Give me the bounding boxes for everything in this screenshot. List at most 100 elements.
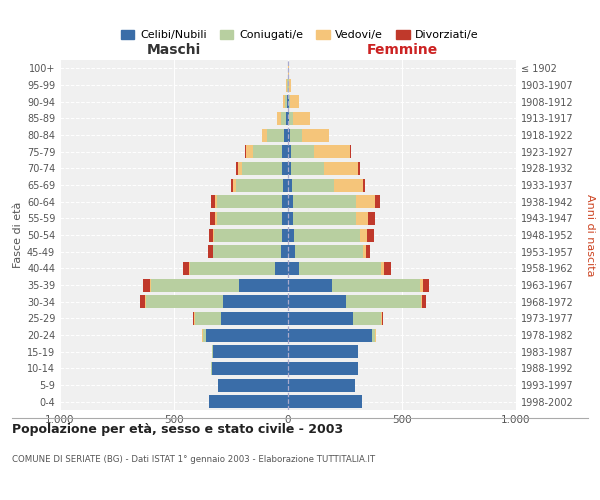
Bar [360,228,367,241]
Bar [214,228,281,241]
Bar [288,195,293,208]
Bar [221,312,288,325]
Bar [277,112,281,125]
Bar [202,328,203,342]
Bar [288,295,346,308]
Bar [194,312,221,325]
Bar [275,262,288,275]
Bar [267,128,284,141]
Bar [420,278,422,291]
Text: Femmine: Femmine [367,42,437,56]
Bar [288,278,332,291]
Bar [292,162,325,175]
Bar [288,345,358,358]
Bar [288,362,358,375]
Bar [346,295,421,308]
Bar [145,295,146,308]
Bar [288,145,292,158]
Bar [294,228,360,241]
Bar [233,178,236,192]
Bar [375,328,376,342]
Bar [253,145,281,158]
Bar [215,212,217,225]
Bar [325,162,358,175]
Bar [285,95,287,108]
Bar [288,262,299,275]
Bar [223,295,288,308]
Bar [218,378,288,392]
Bar [206,328,288,342]
Bar [350,145,352,158]
Bar [151,278,239,291]
Bar [236,162,238,175]
Bar [288,112,289,125]
Bar [217,195,281,208]
Bar [236,178,283,192]
Bar [288,312,353,325]
Bar [213,345,288,358]
Bar [287,95,288,108]
Bar [140,295,145,308]
Bar [283,178,288,192]
Bar [208,245,212,258]
Bar [288,178,292,192]
Bar [302,128,329,141]
Bar [288,128,290,141]
Bar [356,195,375,208]
Bar [262,128,267,141]
Bar [193,312,194,325]
Bar [384,262,391,275]
Bar [289,95,290,108]
Bar [239,278,288,291]
Bar [288,212,293,225]
Bar [212,245,214,258]
Bar [281,162,288,175]
Bar [281,145,288,158]
Bar [362,245,366,258]
Bar [293,212,356,225]
Bar [421,295,422,308]
Bar [281,228,288,241]
Bar [368,212,374,225]
Bar [375,195,380,208]
Bar [146,295,223,308]
Bar [334,178,363,192]
Bar [358,162,360,175]
Bar [286,112,288,125]
Bar [422,278,429,291]
Bar [242,162,281,175]
Bar [288,378,355,392]
Bar [363,178,365,192]
Bar [373,328,375,342]
Bar [288,328,373,342]
Bar [189,262,190,275]
Bar [292,178,334,192]
Bar [182,262,189,275]
Bar [299,262,381,275]
Text: Maschi: Maschi [147,42,201,56]
Bar [217,212,281,225]
Bar [288,228,294,241]
Bar [245,145,246,158]
Bar [143,278,150,291]
Legend: Celibi/Nubili, Coniugati/e, Vedovi/e, Divorziati/e: Celibi/Nubili, Coniugati/e, Vedovi/e, Di… [119,28,481,42]
Bar [288,162,292,175]
Bar [246,145,253,158]
Text: Popolazione per età, sesso e stato civile - 2003: Popolazione per età, sesso e stato civil… [12,422,343,436]
Bar [288,245,295,258]
Y-axis label: Anni di nascita: Anni di nascita [585,194,595,276]
Text: COMUNE DI SERIATE (BG) - Dati ISTAT 1° gennaio 2003 - Elaborazione TUTTITALIA.IT: COMUNE DI SERIATE (BG) - Dati ISTAT 1° g… [12,455,375,464]
Bar [295,245,362,258]
Bar [288,95,289,108]
Bar [422,295,426,308]
Bar [281,212,288,225]
Bar [367,228,373,241]
Bar [353,312,382,325]
Bar [238,162,242,175]
Bar [210,212,215,225]
Bar [150,278,151,291]
Bar [212,362,288,375]
Bar [209,395,288,408]
Bar [293,112,310,125]
Bar [289,112,293,125]
